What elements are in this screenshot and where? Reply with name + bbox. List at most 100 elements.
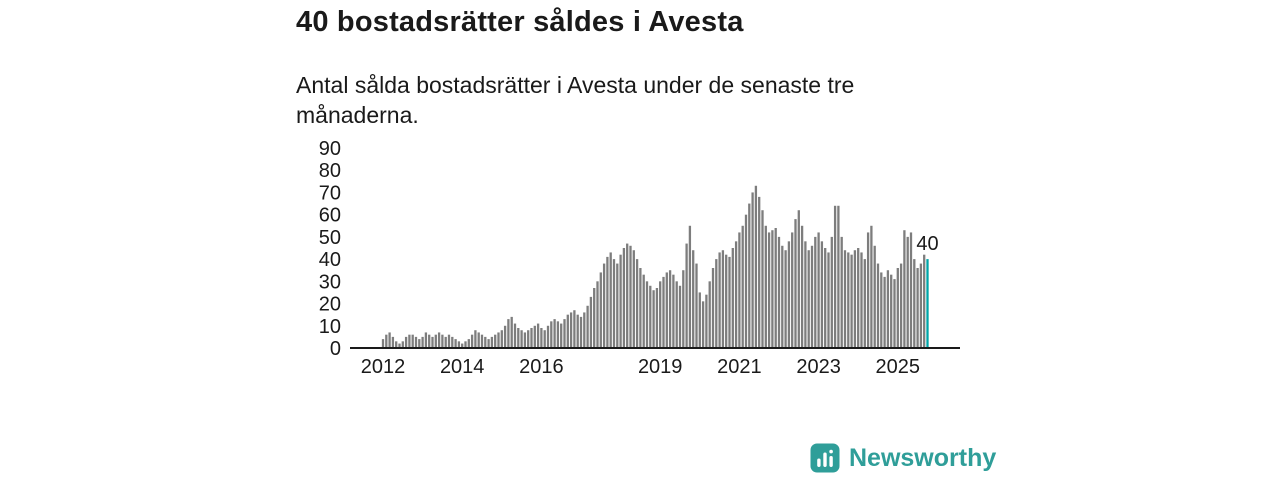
newsworthy-brand-label: Newsworthy	[849, 443, 997, 472]
bar	[833, 205, 837, 348]
bar	[715, 259, 718, 348]
bar	[520, 330, 523, 348]
bar	[510, 316, 513, 348]
bar	[866, 232, 870, 348]
bar	[896, 268, 899, 348]
highlight-bar	[926, 259, 929, 348]
bar	[480, 334, 484, 348]
bar	[804, 241, 807, 348]
bar	[599, 272, 602, 348]
bar	[903, 230, 906, 348]
bar	[444, 336, 447, 348]
newsworthy-logo-icon	[810, 443, 840, 473]
bar	[606, 256, 609, 348]
bar	[708, 281, 711, 348]
bar	[748, 203, 751, 348]
bar	[668, 270, 672, 348]
bar	[659, 281, 662, 348]
bar	[434, 334, 437, 348]
y-tick-label: 80	[319, 160, 341, 182]
bar	[474, 330, 477, 348]
bar	[546, 325, 550, 348]
bar	[873, 245, 876, 348]
bar	[890, 274, 893, 348]
bar	[837, 205, 840, 348]
bar	[899, 263, 903, 348]
bar	[870, 225, 873, 348]
bar	[738, 232, 741, 348]
bar	[824, 248, 827, 348]
bar	[728, 256, 731, 348]
bar	[711, 268, 715, 348]
bar	[662, 276, 665, 348]
bar	[652, 290, 655, 348]
bar	[876, 263, 880, 348]
bar	[523, 332, 527, 348]
bar	[655, 288, 659, 348]
bar	[791, 232, 794, 348]
bar	[718, 252, 721, 348]
bar	[797, 210, 800, 348]
bar-chart: 0 10 20 30 40 50 60 70 80 90 2012 2014 2016 2019 2021 2…	[298, 138, 978, 383]
bar	[408, 334, 411, 348]
bar	[919, 263, 923, 348]
last-value-annotation: 40	[916, 233, 938, 255]
bar	[401, 341, 404, 348]
bar	[566, 314, 569, 348]
bar	[461, 343, 464, 348]
bar	[701, 301, 705, 348]
bar	[771, 230, 774, 348]
bar	[913, 259, 916, 348]
y-tick-label: 20	[319, 294, 341, 316]
bar	[751, 192, 754, 348]
y-tick-label: 40	[319, 249, 341, 271]
bar	[758, 196, 761, 348]
bar	[909, 232, 913, 348]
bar	[437, 332, 441, 348]
bar	[500, 330, 503, 348]
bar	[744, 214, 748, 348]
x-tick-label: 2014	[440, 356, 485, 378]
bar	[857, 248, 860, 348]
bar	[497, 332, 500, 348]
bar	[540, 328, 543, 348]
bar	[602, 263, 606, 348]
bar	[441, 334, 444, 348]
bar	[649, 285, 652, 348]
bar	[830, 236, 833, 348]
bar	[616, 263, 619, 348]
bar	[622, 248, 626, 348]
bar	[593, 288, 596, 348]
bar	[645, 281, 649, 348]
bar	[787, 241, 791, 348]
bar	[619, 254, 622, 348]
bar	[817, 232, 820, 348]
y-tick-label: 70	[319, 182, 341, 204]
y-tick-label: 0	[330, 338, 341, 360]
bar	[556, 321, 560, 348]
newsworthy-brand-link[interactable]: Newsworthy	[810, 443, 996, 473]
bar	[840, 236, 843, 348]
x-tick-label: 2025	[876, 356, 921, 378]
bar	[734, 241, 738, 348]
bar	[672, 274, 675, 348]
bar	[731, 248, 734, 348]
bar	[395, 341, 398, 348]
bar	[678, 285, 682, 348]
bar	[847, 252, 850, 348]
bar	[513, 323, 517, 348]
bar	[414, 336, 418, 348]
bar	[863, 259, 866, 348]
bar	[764, 225, 767, 348]
bar	[457, 341, 461, 348]
bar	[447, 334, 451, 348]
bar	[629, 245, 632, 348]
bar	[550, 321, 553, 348]
bar	[428, 334, 431, 348]
bar	[886, 270, 890, 348]
bar	[827, 252, 830, 348]
bar	[583, 312, 586, 348]
bar	[494, 334, 497, 348]
chart-subtitle: Antal sålda bostadsrätter i Avesta under…	[296, 72, 855, 129]
